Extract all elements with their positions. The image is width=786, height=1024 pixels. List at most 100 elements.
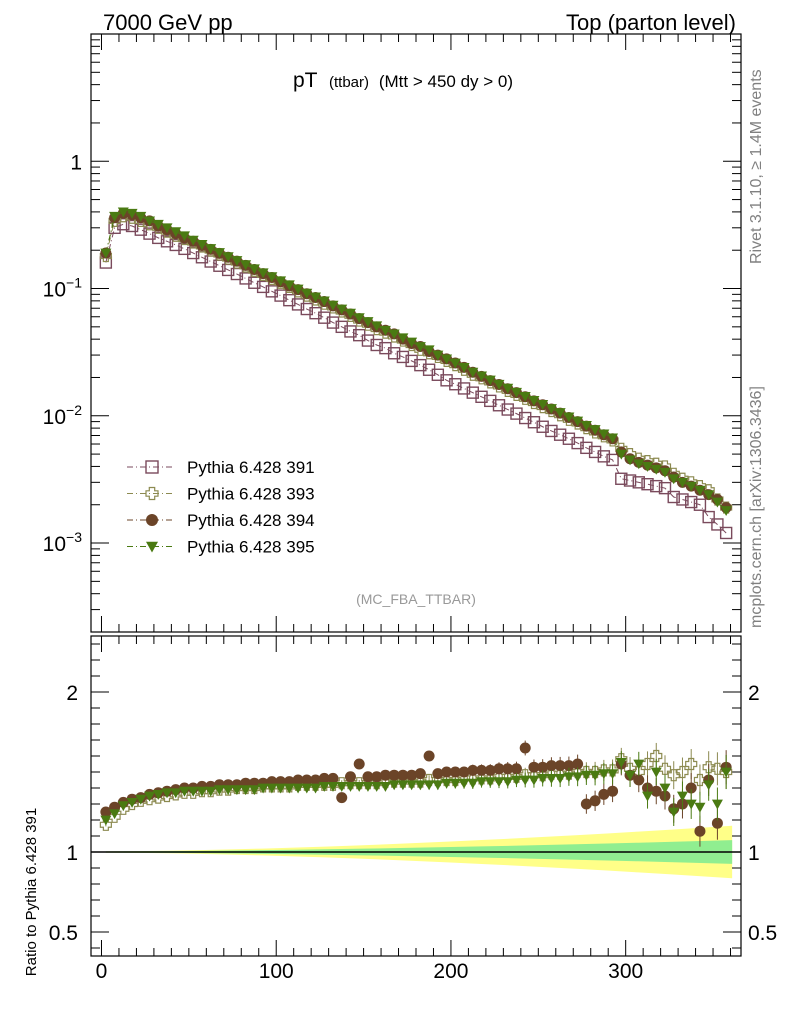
marker-shape	[240, 260, 252, 271]
marker-shape	[397, 333, 409, 344]
ratio-point	[476, 777, 488, 788]
marker-shape	[126, 798, 138, 808]
data-point	[632, 476, 645, 489]
data-point	[100, 248, 112, 259]
marker-shape	[283, 293, 296, 307]
data-point	[493, 379, 505, 390]
data-point	[196, 240, 208, 250]
ratio-point	[196, 786, 208, 797]
data-point	[650, 464, 662, 475]
data-point	[484, 394, 497, 408]
data-point	[326, 316, 340, 329]
data-point	[318, 296, 330, 307]
data-point	[458, 362, 470, 373]
marker-shape	[257, 268, 269, 279]
marker-shape	[676, 765, 689, 779]
marker-shape	[615, 758, 627, 768]
marker-shape	[510, 407, 523, 420]
ratio-point	[572, 772, 584, 783]
marker-shape	[642, 791, 654, 802]
ratio-point	[607, 769, 619, 780]
marker-shape	[379, 769, 391, 781]
marker-shape	[178, 786, 190, 797]
marker-shape	[301, 774, 313, 786]
ratio-point	[99, 818, 112, 831]
data-point	[589, 425, 601, 436]
marker-shape	[405, 354, 418, 368]
marker-shape	[344, 325, 357, 338]
marker-shape	[458, 778, 470, 789]
data-point	[231, 256, 243, 267]
data-point	[387, 347, 401, 360]
ratio-point	[545, 774, 557, 784]
data-point	[283, 293, 296, 307]
data-point	[256, 280, 270, 294]
data-point	[642, 462, 654, 472]
marker-shape	[545, 424, 558, 438]
marker-shape	[563, 412, 575, 423]
ratio-point	[336, 792, 348, 804]
data-point	[213, 248, 225, 258]
marker-shape	[676, 791, 688, 802]
marker-shape	[100, 815, 112, 826]
marker-shape	[275, 783, 287, 794]
marker-shape	[694, 825, 706, 837]
marker-shape	[266, 783, 278, 794]
marker-shape	[187, 786, 199, 797]
marker-shape	[423, 345, 435, 356]
data-point	[414, 358, 427, 372]
plot-title-main: pT	[293, 69, 318, 92]
plot-title-sub: (ttbar)	[329, 74, 369, 91]
ratio-point	[493, 777, 505, 788]
marker-shape	[423, 750, 435, 762]
ratio-point	[475, 772, 488, 785]
ratio-point	[318, 772, 330, 784]
marker-shape	[146, 541, 158, 553]
marker-shape	[607, 785, 619, 797]
ratio-point	[580, 798, 592, 810]
data-point	[510, 387, 522, 398]
marker-shape	[580, 765, 593, 779]
marker-shape	[449, 358, 461, 369]
marker-shape	[310, 774, 322, 786]
ratio-point	[588, 765, 602, 779]
marker-shape	[711, 497, 723, 508]
marker-shape	[475, 390, 488, 403]
data-point	[580, 441, 593, 455]
data-point	[239, 272, 252, 285]
ratio-point	[353, 782, 365, 792]
marker-shape	[336, 304, 348, 315]
series-pythia-6.428-395	[100, 207, 732, 517]
legend-label: Pythia 6.428 395	[187, 538, 315, 557]
legend-marker	[145, 460, 159, 474]
marker-shape	[501, 403, 514, 416]
marker-shape	[519, 775, 531, 786]
marker-shape	[397, 769, 409, 781]
marker-shape	[702, 761, 715, 774]
marker-shape	[467, 778, 479, 789]
marker-shape	[109, 211, 121, 222]
marker-shape	[580, 441, 593, 455]
marker-shape	[711, 762, 724, 775]
ratio-point	[676, 765, 689, 779]
ratio-point	[711, 762, 724, 775]
marker-shape	[650, 464, 662, 475]
marker-shape	[406, 780, 418, 791]
marker-shape	[703, 780, 715, 791]
data-point	[152, 231, 165, 245]
marker-shape	[423, 780, 435, 791]
data-point	[641, 478, 654, 491]
ratio-point	[598, 769, 610, 780]
marker-shape	[145, 486, 159, 501]
marker-shape	[528, 761, 540, 773]
ratio-point	[554, 774, 566, 784]
ratio-ytick-label-right: 2	[748, 682, 760, 705]
data-point	[265, 285, 279, 298]
ratio-point	[449, 773, 462, 787]
marker-shape	[457, 382, 471, 395]
marker-shape	[146, 514, 158, 526]
marker-shape	[213, 248, 225, 258]
legend-marker	[146, 541, 158, 553]
data-point	[371, 321, 383, 332]
marker-shape	[196, 786, 208, 797]
